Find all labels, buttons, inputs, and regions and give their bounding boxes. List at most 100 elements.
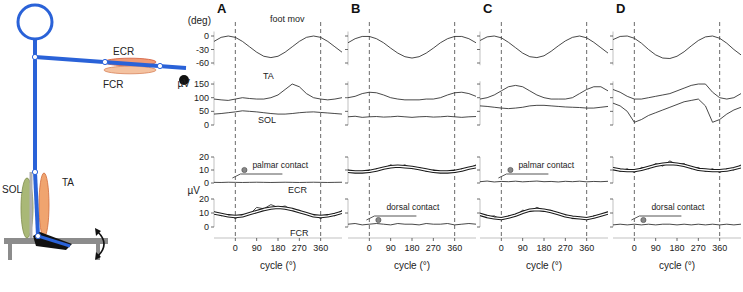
y-tick [610,170,613,171]
platform-leg [96,244,100,260]
trunk [33,39,37,172]
fit-curve [613,164,741,171]
y-axis [214,81,215,125]
emg-trace [214,205,342,219]
emg-trace [613,84,741,99]
emg-trace [613,224,741,226]
icon-hand [374,216,416,217]
y-tick [345,170,348,171]
rotation-arrow [98,232,104,256]
y-tick-label: 150 [194,79,209,89]
traces [613,84,741,122]
y-tick [477,183,480,184]
contact-annotation: dorsal contact [386,202,440,212]
y-tick [610,97,613,98]
x-tick [278,238,279,241]
x-tick-label: 0 [632,243,637,253]
emg-trace [613,161,741,173]
y-axis [480,32,481,66]
y-tick [477,36,480,37]
emg-trace [348,116,476,117]
y-tick [610,111,613,112]
x-tick-label: 90 [518,243,528,253]
emg-trace [348,165,476,173]
traces [214,84,342,114]
trace-label: FCR [290,228,309,238]
emg-trace [480,105,608,108]
figure: ECRFCRSOLTAA090180270360cycle (°)0-30-60… [0,0,743,292]
head [18,5,52,39]
emg-trace [214,111,342,114]
y-tick [477,213,480,214]
x-tick-label: 0 [499,243,504,253]
x-axis-label: cycle (°) [659,260,695,271]
traces [348,36,476,58]
contact-annotation: palmar contact [252,160,308,170]
y-tick [477,157,480,158]
y-tick [211,227,214,228]
emg-trace [613,36,741,59]
x-tick [454,238,455,241]
y-tick [211,170,214,171]
x-axis-label: cycle (°) [526,260,562,271]
icon-ball [376,217,381,222]
icon-hand [639,216,681,217]
icon-hand [498,174,506,178]
x-tick-label: 360 [579,243,594,253]
panel-letter: D [616,1,625,16]
traces [480,181,608,183]
y-tick-label: 20 [199,152,209,162]
traces [480,36,608,58]
arrow-head [95,228,101,236]
panel: A090180270360cycle (°)0-30-60(deg)foot m… [178,1,342,271]
y-tick [477,49,480,50]
icon-hand [506,174,548,175]
y-tick [610,227,613,228]
emg-trace [348,224,476,225]
fit-curve [480,210,608,219]
cycle-boundary [235,22,236,238]
y-tick [211,84,214,85]
x-tick [256,238,257,241]
y-tick [211,111,214,112]
panel: B090180270360cycle (°)dorsal contact [345,1,476,271]
y-tick [610,84,613,85]
icon-hand [232,174,240,178]
contact-icon [366,216,416,223]
traces [348,92,476,117]
x-tick-label: 360 [313,243,328,253]
x-tick-label: 180 [270,243,285,253]
x-tick [320,238,321,241]
x-tick [433,238,434,241]
joint [102,59,107,64]
traces [613,36,741,59]
fit-highlight [613,164,741,171]
trace-label: TA [263,71,274,81]
x-tick-label: 180 [536,243,551,253]
x-tick-label: 90 [252,243,262,253]
trace-label: ECR [288,185,308,195]
panel-letter: C [483,1,493,16]
platform-leg [8,244,12,260]
y-tick-label: 0 [204,120,209,130]
muscle-label: ECR [113,46,134,57]
y-axis [480,81,481,125]
traces [348,165,476,173]
arrow-head [95,252,101,260]
y-tick [610,213,613,214]
cycle-boundary [369,22,370,238]
y-tick-label: -60 [196,58,209,68]
emg-trace [480,85,608,99]
ta-muscle [39,173,49,237]
y-tick [345,227,348,228]
y-tick [211,97,214,98]
y-tick-label: 10 [199,165,209,175]
x-tick-label: 270 [292,243,307,253]
y-tick [345,49,348,50]
icon-ball [508,167,513,172]
y-tick [477,97,480,98]
cycle-boundary [320,22,321,238]
shank-shadow [30,172,33,238]
panel: D090180270360cycle (°)dorsal contact [610,1,741,271]
emg-trace [348,92,476,100]
